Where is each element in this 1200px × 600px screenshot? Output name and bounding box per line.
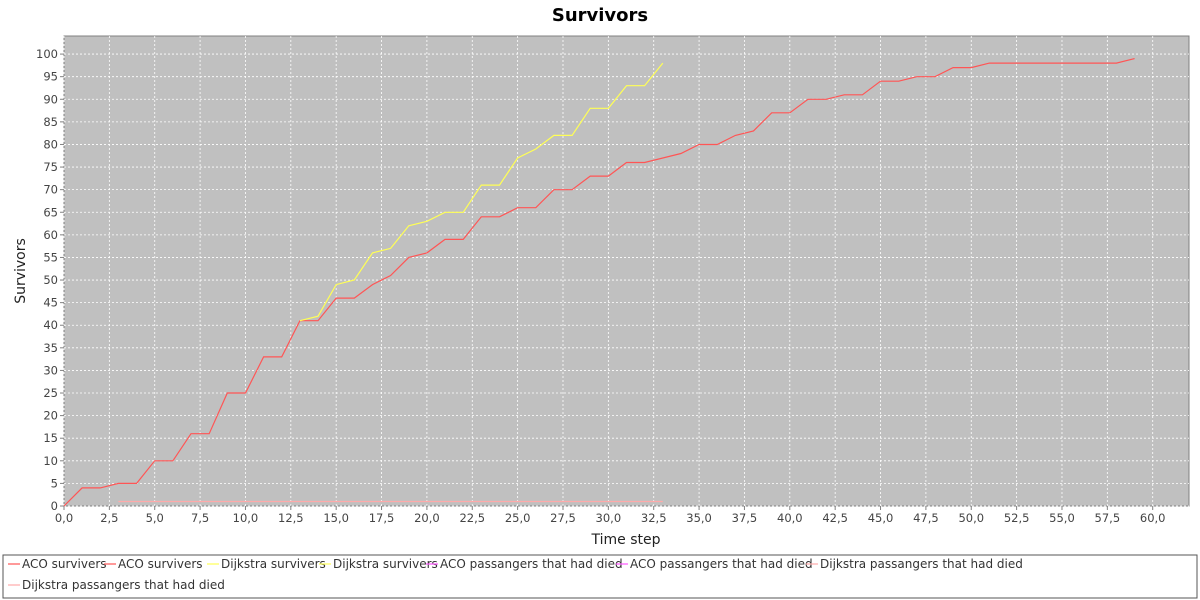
legend-label: ACO passangers that had died: [630, 557, 813, 571]
x-tick-label: 20,0: [414, 511, 440, 525]
y-tick-label: 70: [43, 183, 58, 197]
y-tick-label: 90: [43, 92, 58, 106]
y-tick-label: 50: [43, 273, 58, 287]
legend-label: Dijkstra passangers that had died: [820, 557, 1023, 571]
x-tick-label: 45,0: [868, 511, 894, 525]
x-tick-label: 10,0: [233, 511, 259, 525]
y-tick-label: 0: [51, 499, 58, 513]
x-tick-label: 52,5: [1004, 511, 1030, 525]
legend-item: ACO survivers: [8, 557, 107, 571]
legend-items: ACO survivers ACO survivers Dijkstra survi…: [8, 557, 1023, 592]
x-tick-label: 7,5: [191, 511, 209, 525]
x-tick-label: 50,0: [958, 511, 984, 525]
y-tick-label: 100: [36, 47, 58, 61]
legend-item: ACO passangers that had died: [426, 557, 623, 571]
y-tick-label: 45: [43, 296, 58, 310]
legend-label: Dijkstra survivers: [221, 557, 326, 571]
x-tick-label: 5,0: [146, 511, 164, 525]
y-tick-label: 15: [43, 431, 58, 445]
x-tick-label: 12,5: [278, 511, 304, 525]
legend-label: ACO survivers: [118, 557, 203, 571]
legend-label: ACO survivers: [22, 557, 107, 571]
legend-item: Dijkstra passangers that had died: [806, 557, 1023, 571]
y-axis-label: Survivors: [13, 238, 29, 304]
chart-title: Survivors: [552, 5, 648, 26]
y-tick-label: 85: [43, 115, 58, 129]
x-tick-label: 57,5: [1095, 511, 1121, 525]
x-tick-label: 35,0: [686, 511, 712, 525]
x-tick-label: 55,0: [1049, 511, 1075, 525]
x-tick-label: 40,0: [777, 511, 803, 525]
legend-item: ACO survivers: [104, 557, 203, 571]
plot-area: [63, 35, 1190, 507]
legend-item: ACO passangers that had died: [616, 557, 813, 571]
legend-label: Dijkstra survivers: [333, 557, 438, 571]
x-tick-label: 25,0: [505, 511, 531, 525]
x-tick-label: 17,5: [369, 511, 395, 525]
y-tick-label: 80: [43, 137, 58, 151]
legend-item: Dijkstra passangers that had died: [8, 578, 225, 592]
x-tick-label: 15,0: [323, 511, 349, 525]
x-tick-label: 37,5: [732, 511, 758, 525]
x-tick-label: 60,0: [1140, 511, 1166, 525]
y-tick-label: 40: [43, 318, 58, 332]
x-tick-label: 32,5: [641, 511, 667, 525]
legend-item: Dijkstra survivers: [319, 557, 438, 571]
x-tick-label: 47,5: [913, 511, 939, 525]
y-tick-label: 10: [43, 454, 58, 468]
series-line-1: [63, 58, 1135, 507]
y-tick-label: 25: [43, 386, 58, 400]
legend-label: Dijkstra passangers that had died: [22, 578, 225, 592]
legend-label: ACO passangers that had died: [440, 557, 623, 571]
y-tick-label: 60: [43, 228, 58, 242]
y-tick-label: 55: [43, 250, 58, 264]
series-line-2: [299, 62, 664, 322]
y-tick-label: 35: [43, 341, 58, 355]
x-tick-label: 22,5: [459, 511, 485, 525]
y-tick-label: 75: [43, 160, 58, 174]
legend: [2, 554, 1198, 599]
x-tick-label: 30,0: [596, 511, 622, 525]
axes: 0,0 2,5 5,0 7,5 10,0 12,5 15,0 17,5 20,0 22,5 25,0…: [36, 47, 1165, 525]
y-tick-label: 65: [43, 205, 58, 219]
x-tick-label: 2,5: [100, 511, 118, 525]
x-tick-label: 0,0: [55, 511, 73, 525]
series-group: [63, 58, 1135, 507]
y-tick-label: 30: [43, 363, 58, 377]
y-tick-label: 95: [43, 70, 58, 84]
y-tick-label: 5: [51, 476, 58, 490]
grid-lines: [63, 36, 1189, 507]
y-tick-label: 20: [43, 409, 58, 423]
legend-item: Dijkstra survivers: [207, 557, 326, 571]
x-tick-label: 27,5: [550, 511, 576, 525]
x-tick-label: 42,5: [822, 511, 848, 525]
x-axis-label: Time step: [591, 532, 661, 548]
